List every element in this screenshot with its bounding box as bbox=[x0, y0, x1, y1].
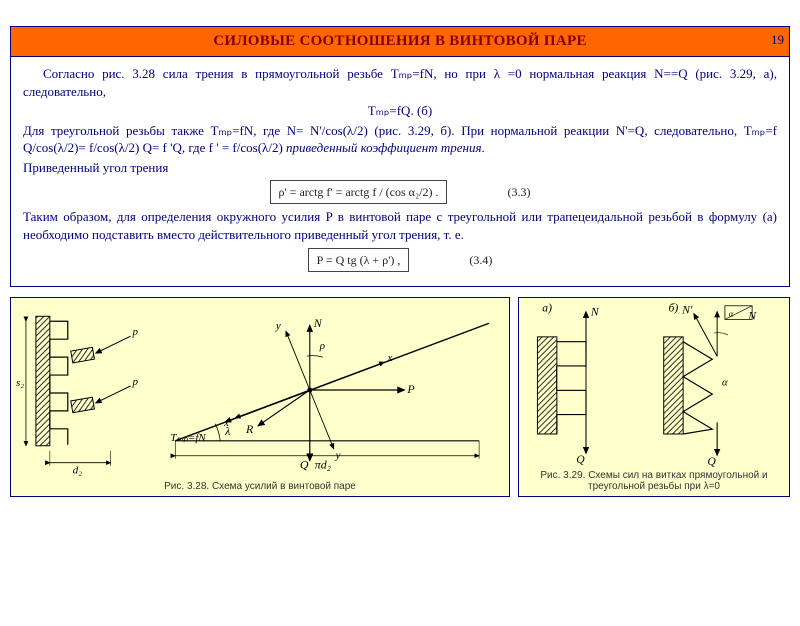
svg-text:N: N bbox=[313, 316, 323, 330]
svg-text:Q: Q bbox=[576, 453, 585, 466]
formula-34-num: (3.4) bbox=[469, 252, 492, 268]
formula-33-row: ρ' = arctg f' = arctg f / (cos α₂/2) . (… bbox=[23, 180, 777, 204]
svg-text:x: x bbox=[223, 417, 229, 429]
content-box: Согласно рис. 3.28 сила трения в прямоуг… bbox=[10, 57, 790, 287]
svg-text:p: p bbox=[132, 376, 139, 388]
svg-text:x: x bbox=[386, 352, 392, 364]
figure-3-28-svg: p p s₂ d₂ λ x x bbox=[11, 298, 509, 479]
period: . bbox=[482, 140, 485, 155]
caption-3-28: Рис. 3.28. Схема усилий в винтовой паре bbox=[11, 479, 509, 496]
svg-text:α: α bbox=[729, 308, 734, 318]
formula-33: ρ' = arctg f' = arctg f / (cos α₂/2) . bbox=[270, 180, 448, 204]
figure-3-28: p p s₂ d₂ λ x x bbox=[10, 297, 510, 497]
svg-text:N: N bbox=[590, 305, 600, 318]
title-bar: СИЛОВЫЕ СООТНОШЕНИЯ В ВИНТОВОЙ ПАРЕ bbox=[10, 26, 790, 57]
title-text: СИЛОВЫЕ СООТНОШЕНИЯ В ВИНТОВОЙ ПАРЕ bbox=[213, 33, 587, 49]
svg-text:Q: Q bbox=[707, 455, 716, 468]
svg-text:y: y bbox=[275, 320, 281, 332]
svg-text:P: P bbox=[406, 382, 414, 396]
figures-row: p p s₂ d₂ λ x x bbox=[10, 297, 790, 497]
equation-b: Tₘₚ=fQ. (б) bbox=[23, 102, 777, 120]
page-number: 19 bbox=[771, 32, 784, 48]
figure-3-29: а) б) N Q N N' bbox=[518, 297, 790, 497]
para-4: Таким образом, для определения окружного… bbox=[23, 208, 777, 243]
svg-text:α: α bbox=[722, 376, 728, 388]
svg-text:б): б) bbox=[669, 301, 679, 314]
svg-text:N': N' bbox=[681, 303, 693, 316]
figure-3-29-svg: а) б) N Q N N' bbox=[519, 298, 789, 468]
svg-text:d₂: d₂ bbox=[73, 464, 82, 476]
para-3: Приведенный угол трения bbox=[23, 159, 777, 177]
para-2-em: приведенный коэффициент трения bbox=[286, 140, 482, 155]
svg-text:ρ: ρ bbox=[319, 340, 325, 352]
svg-text:s₂: s₂ bbox=[16, 377, 24, 389]
svg-text:p: p bbox=[132, 326, 139, 338]
para-1: Согласно рис. 3.28 сила трения в прямоуг… bbox=[23, 65, 777, 100]
svg-text:Tₘₚ=fN: Tₘₚ=fN bbox=[170, 432, 206, 444]
caption-3-29: Рис. 3.29. Схемы сил на витках прямоугол… bbox=[519, 468, 789, 496]
formula-34: P = Q tg (λ + ρ') , bbox=[308, 248, 410, 272]
para-2: Для треугольной резьбы также Tₘₚ=fN, где… bbox=[23, 122, 777, 157]
svg-text:R: R bbox=[245, 422, 254, 436]
svg-text:Q: Q bbox=[300, 457, 309, 471]
formula-33-num: (3.3) bbox=[507, 184, 530, 200]
svg-text:πd₂: πd₂ bbox=[315, 457, 331, 471]
formula-34-row: P = Q tg (λ + ρ') , (3.4) bbox=[23, 248, 777, 272]
svg-text:а): а) bbox=[542, 301, 552, 314]
